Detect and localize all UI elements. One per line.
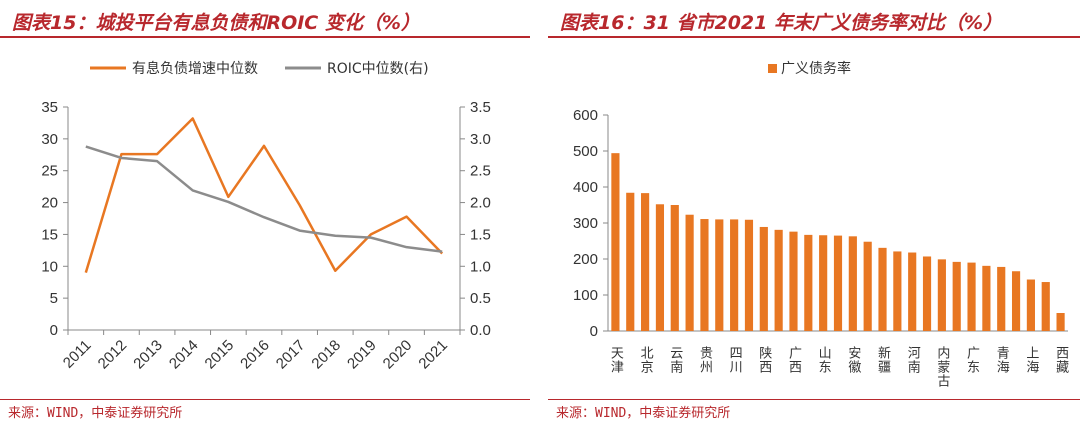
left-y-tick-label: 15 [41,226,58,243]
series-line-debt-growth [84,117,444,274]
bar [804,234,813,331]
bar-category-label: 云南 [667,346,683,374]
bar [908,252,917,331]
x-tick-label: 2014 [166,337,202,373]
left-y-tick-label: 25 [41,163,58,180]
bar-category-label: 内蒙古 [934,345,950,388]
bar [670,205,679,331]
legend-label-debt-ratio: 广义债务率 [781,60,851,77]
right-y-tick-label: 3.0 [470,131,491,148]
left-y-tick-label: 0 [50,322,58,339]
series-line-roic [85,145,443,253]
bar [759,226,768,331]
bar [1041,282,1050,331]
line-chart: 有息负债增速中位数 ROIC中位数(右) 0 5 10 15 20 25 30 35 0.0 0.5 1… [41,60,491,373]
bar-category-label: 北京 [638,346,654,374]
bar [819,235,828,331]
bar [997,266,1006,331]
bar-category-label: 西藏 [1053,346,1069,374]
bar-y-tick-label: 600 [573,107,598,124]
bar [685,214,694,331]
bar-y-tick-label: 100 [573,287,598,304]
bar [789,231,798,331]
right-y-tick-label: 3.5 [470,99,491,116]
bar [655,204,665,331]
bar-category-label: 新疆 [875,345,891,374]
right-y-tick-label: 1.5 [470,226,491,243]
left-y-tick-label: 10 [41,258,58,275]
left-source-divider [0,399,530,400]
bar-y-tick-label: 300 [573,215,598,232]
right-y-tick-label: 2.0 [470,195,491,212]
bar-category-label: 广西 [786,346,802,374]
right-y-tick-label: 1.0 [470,258,491,275]
bar-category-label: 广东 [964,346,980,374]
bar-category-label: 青海 [994,346,1010,374]
bar [626,192,635,331]
bar-y-tick-label: 0 [590,323,598,340]
x-tick-label: 2021 [415,337,451,373]
bar [893,251,902,331]
bar-category-label: 天津 [608,346,624,374]
x-tick-label: 2017 [273,337,309,373]
bar [863,241,872,331]
legend-label-debt-growth: 有息负债增速中位数 [132,60,258,77]
bar-chart: 广义债务率 0 100 200 300 400 500 600 天津 北京 云南 贵州 四川 陕西 广西 山东… [573,60,1069,388]
x-tick-label: 2011 [60,337,95,372]
bar-y-tick-label: 500 [573,143,598,160]
right-chart-panel: 图表16：31 省市2021 年末广义债务率对比（%） 广义债务率 0 100 200… [548,0,1080,423]
right-y-tick-label: 0.0 [470,322,491,339]
x-tick-label: 2020 [380,337,416,373]
x-tick-label: 2013 [130,337,166,373]
x-tick-label: 2012 [95,337,131,373]
right-y-tick-label: 2.5 [470,163,491,180]
bar [744,219,754,331]
bar-category-label: 山东 [816,346,832,374]
bar [641,193,650,331]
x-tick-label: 2018 [308,337,344,373]
bar [952,261,961,331]
left-chart-title: 图表15：城投平台有息负债和ROIC 变化（%） [12,12,420,34]
legend-swatch-debt-ratio [768,64,777,73]
bar [848,236,857,331]
bar-category-label: 安徽 [845,346,861,374]
left-source-note: 来源：WIND，中泰证券研究所 [8,406,183,421]
bar-y-tick-label: 200 [573,251,598,268]
bar-category-label: 上海 [1023,346,1039,374]
x-tick-label: 2019 [344,337,380,373]
bar-category-label: 河南 [905,346,921,374]
bar [982,265,991,331]
bar [1011,271,1021,331]
bar [967,262,976,331]
bar [715,219,724,331]
left-y-tick-label: 20 [41,195,58,212]
left-y-tick-label: 5 [50,290,58,307]
bar [611,153,620,331]
bar-category-label: 四川 [727,346,743,374]
bar [833,235,843,331]
right-source-note: 来源：WIND，中泰证券研究所 [556,406,731,421]
bar [878,247,887,331]
bar [1026,279,1035,331]
legend-label-roic: ROIC中位数(右) [327,61,429,77]
right-y-tick-label: 0.5 [470,290,491,307]
bar-category-label: 陕西 [756,346,772,374]
right-title-bar: 图表16：31 省市2021 年末广义债务率对比（%） [548,6,1080,38]
bar [700,219,709,331]
left-y-tick-label: 35 [41,99,58,116]
bar [922,256,932,331]
bar-y-tick-label: 400 [573,179,598,196]
right-chart-title: 图表16：31 省市2021 年末广义债务率对比（%） [560,12,1003,34]
bar [1056,313,1065,331]
left-title-bar: 图表15：城投平台有息负债和ROIC 变化（%） [0,6,530,38]
bar [937,259,946,331]
right-source-divider [548,399,1080,400]
left-chart-panel: 图表15：城投平台有息负债和ROIC 变化（%） 有息负债增速中位数 ROIC中位… [0,0,530,423]
bar [730,219,739,331]
bar [774,229,783,331]
x-tick-label: 2016 [237,337,273,373]
x-tick-label: 2015 [202,337,238,373]
left-y-tick-label: 30 [41,131,58,148]
bar-category-label: 贵州 [697,346,713,374]
